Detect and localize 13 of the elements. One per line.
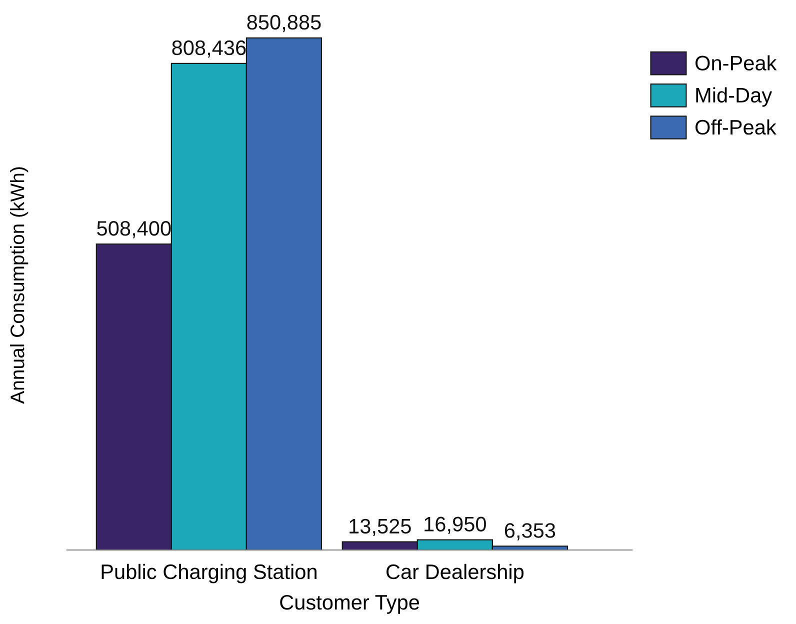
legend-label: Off-Peak xyxy=(696,119,776,135)
data-label: 508,400 xyxy=(97,220,171,238)
data-label: 16,950 xyxy=(424,516,486,534)
y-axis-title: Annual Consumption (kWh) xyxy=(10,167,28,404)
x-tick-label: Car Dealership xyxy=(386,564,524,584)
data-label: 6,353 xyxy=(504,523,556,540)
data-label: 13,525 xyxy=(350,518,411,536)
legend-label: Mid-Day xyxy=(696,87,772,107)
data-label: 808,436 xyxy=(172,40,246,58)
x-tick-label: Public Charging Station xyxy=(102,564,316,584)
x-axis-title: Customer Type xyxy=(280,594,420,614)
legend-label: On-Peak xyxy=(696,55,777,71)
data-label: 850,885 xyxy=(247,14,321,32)
